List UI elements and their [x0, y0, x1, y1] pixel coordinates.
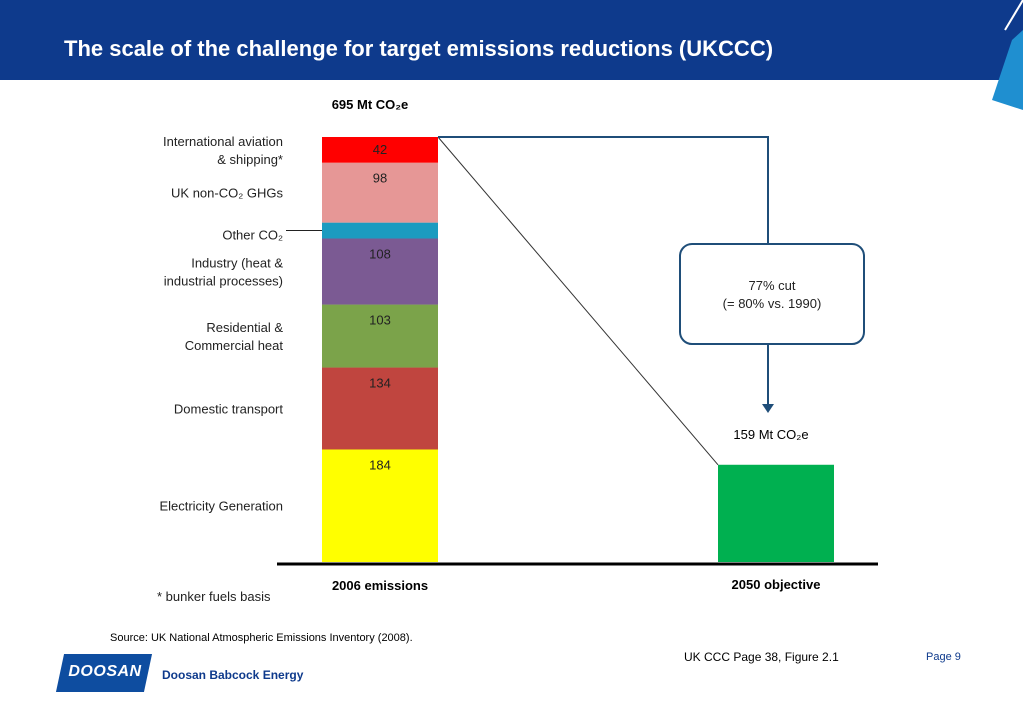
bar-segment — [322, 238, 438, 305]
segment-name-label: Commercial heat — [185, 338, 284, 353]
segment-name-label: industrial processes) — [164, 274, 283, 289]
segment-name-label: Industry (heat & — [191, 256, 283, 271]
segment-name-label: Other CO₂ — [222, 228, 283, 243]
footnote: * bunker fuels basis — [157, 589, 271, 604]
segment-value-label: 134 — [369, 376, 391, 391]
connector-line — [438, 136, 769, 244]
bar-2050 — [718, 464, 834, 562]
page-title: The scale of the challenge for target em… — [64, 36, 774, 61]
segment-value-label: 184 — [369, 457, 391, 472]
segment-name-label: UK non-CO₂ GHGs — [171, 186, 283, 201]
bar-segment — [322, 162, 438, 223]
segment-value-label: 103 — [369, 313, 391, 328]
segment-name-label: Electricity Generation — [159, 499, 283, 514]
header-bar — [0, 0, 1023, 80]
page-number: Page 9 — [926, 651, 961, 663]
logo-text: DOOSAN — [68, 663, 142, 680]
segment-name-label: International aviation — [163, 134, 283, 149]
segment-name-label: Domestic transport — [174, 402, 283, 417]
bar-segment — [322, 304, 438, 368]
segment-value-label: 108 — [369, 247, 391, 262]
category-label: 2006 emissions — [332, 578, 428, 593]
segment-name-label: Residential & — [206, 320, 283, 335]
bar-segment — [322, 367, 438, 450]
category-label: 2050 objective — [732, 577, 821, 592]
bar-segment — [322, 449, 438, 562]
segment-value-label: 98 — [373, 171, 387, 186]
bar-segment — [322, 137, 438, 163]
segment-value-label: 42 — [373, 142, 387, 157]
company-name: Doosan Babcock Energy — [162, 668, 304, 682]
figure-reference: UK CCC Page 38, Figure 2.1 — [684, 650, 839, 664]
segment-name-label: & shipping* — [217, 152, 283, 167]
arrow-head — [762, 404, 774, 413]
total-2050-label: 159 Mt CO₂e — [733, 427, 808, 442]
header-accent-shape — [992, 0, 1023, 110]
bar-segment — [322, 222, 438, 239]
annotation-box — [679, 243, 865, 345]
annotation-line: (= 80% vs. 1990) — [723, 296, 822, 311]
annotation-line: 77% cut — [749, 278, 796, 293]
decline-line — [437, 136, 719, 466]
total-2006-label: 695 Mt CO₂e — [332, 97, 409, 112]
source-note: Source: UK National Atmospheric Emission… — [110, 632, 413, 644]
